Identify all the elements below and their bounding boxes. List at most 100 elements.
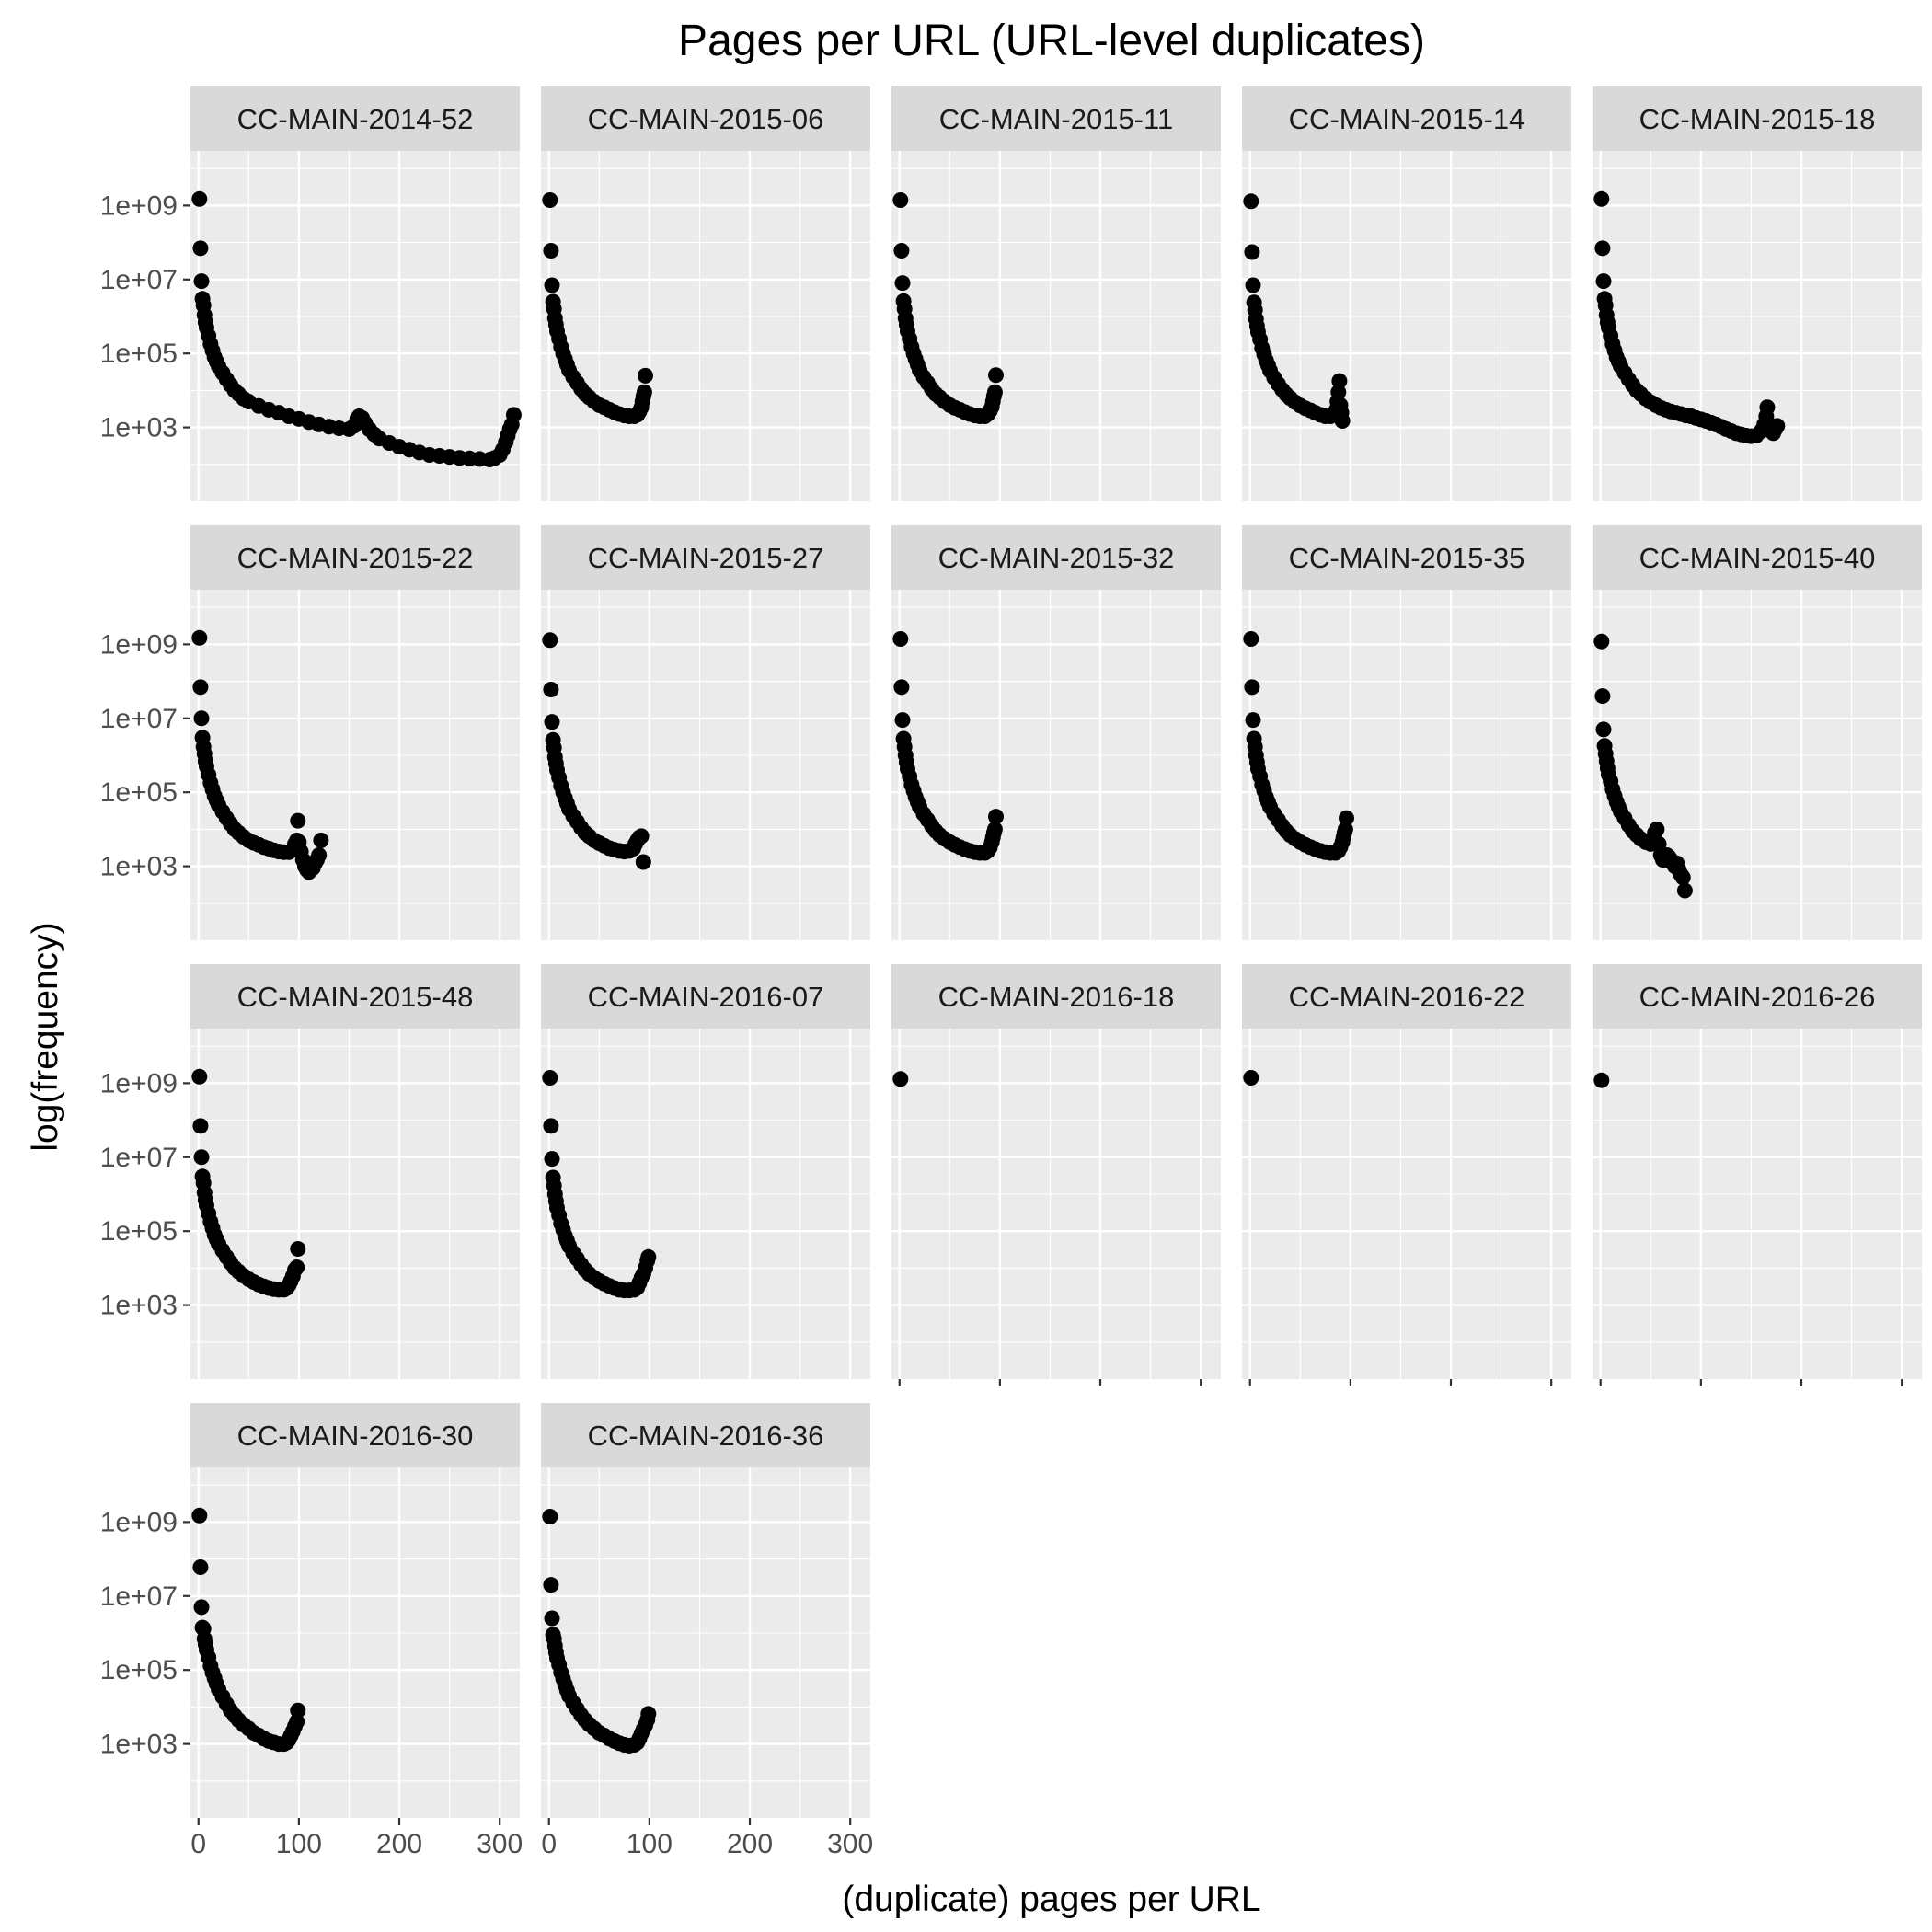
facet-strip [541, 964, 870, 1029]
panel-background [891, 1029, 1221, 1379]
data-point [1649, 821, 1665, 837]
panel-background [190, 590, 520, 940]
data-point [192, 240, 209, 257]
data-point [542, 1070, 558, 1087]
chart-title: Pages per URL (URL-level duplicates) [678, 17, 1425, 65]
y-tick-label: 1e+07 [100, 265, 178, 295]
facet-panels: CC-MAIN-2014-521e+031e+051e+071e+09CC-MA… [100, 86, 1922, 1859]
y-tick-label: 1e+09 [100, 190, 178, 221]
facet-strip [190, 525, 520, 590]
facet-strip [891, 964, 1221, 1029]
facet-panel: CC-MAIN-2016-26 [1593, 964, 1922, 1386]
facet-strip [1593, 86, 1922, 151]
x-tick-label: 100 [276, 1829, 322, 1859]
facet-strip [1593, 964, 1922, 1029]
facet-strip [541, 525, 870, 590]
data-point [544, 1151, 560, 1167]
data-point [191, 1507, 208, 1524]
data-point [633, 828, 650, 845]
facet-panel: CC-MAIN-2015-06 [541, 86, 870, 501]
data-point [1243, 631, 1259, 648]
facet-strip-label: CC-MAIN-2015-06 [588, 103, 824, 135]
data-point [892, 192, 909, 209]
data-point [986, 384, 1003, 400]
data-point [1593, 1072, 1610, 1088]
data-point [542, 1509, 558, 1525]
data-point [894, 712, 911, 729]
data-point [1595, 273, 1612, 290]
facet-panel: CC-MAIN-2016-30 1e+03 1e+05 1e+07 1e+09 0 100 2… [100, 1403, 523, 1859]
facet-strip [1242, 86, 1571, 151]
data-point [1769, 418, 1786, 434]
data-point [543, 1577, 559, 1593]
data-point [1244, 244, 1260, 260]
facet-strip [541, 1403, 870, 1467]
data-point [1245, 277, 1261, 293]
data-point [542, 192, 558, 209]
panel-background [1242, 590, 1571, 940]
data-point [893, 243, 910, 259]
facet-strip-label: CC-MAIN-2016-22 [1289, 981, 1525, 1013]
data-point [1593, 633, 1610, 650]
data-point [191, 629, 208, 646]
x-tick-label: 300 [477, 1829, 523, 1859]
data-point [544, 1610, 560, 1627]
facet-panel: CC-MAIN-2015-14 [1242, 86, 1571, 501]
data-point [543, 682, 559, 698]
data-point [193, 1599, 210, 1616]
facet-panel: CC-MAIN-2015-22 1e+03 1e+05 1e+07 1e+09 [100, 525, 520, 940]
facet-strip-label: CC-MAIN-2016-26 [1639, 981, 1876, 1013]
x-tick-label: 0 [541, 1829, 557, 1859]
facet-strip-label: CC-MAIN-2016-18 [938, 981, 1175, 1013]
data-point [311, 846, 328, 863]
y-tick-label: 1e+03 [100, 1730, 178, 1760]
y-axis-title: log(frequency) [26, 922, 65, 1151]
y-tick-label: 1e+09 [100, 629, 178, 660]
data-point [1759, 399, 1776, 416]
facet-strip-label: CC-MAIN-2015-18 [1639, 103, 1876, 135]
data-point [893, 679, 910, 696]
data-point [543, 1118, 559, 1134]
facet-strip-label: CC-MAIN-2015-27 [588, 542, 824, 574]
facet-panel: CC-MAIN-2015-40 [1593, 525, 1922, 940]
data-point [988, 367, 1005, 384]
data-point [192, 1559, 209, 1576]
data-point [892, 1071, 909, 1087]
facet-panel: CC-MAIN-2016-18 [891, 964, 1221, 1386]
panel-background [190, 1029, 520, 1379]
data-point [638, 367, 654, 384]
data-point [544, 277, 560, 293]
data-point [290, 1702, 306, 1719]
facet-strip [1242, 525, 1571, 590]
facet-strip [541, 86, 870, 151]
facet-panel: CC-MAIN-2015-48 1e+03 1e+05 1e+07 1e+09 [100, 964, 520, 1379]
facet-strip-label: CC-MAIN-2015-40 [1639, 542, 1876, 574]
facet-strip [1593, 525, 1922, 590]
facet-strip-label: CC-MAIN-2015-35 [1289, 542, 1525, 574]
data-point [191, 190, 208, 207]
facet-strip-label: CC-MAIN-2015-48 [237, 981, 474, 1013]
panel-background [541, 1467, 870, 1818]
data-point [640, 1706, 657, 1722]
data-point [1334, 413, 1351, 430]
y-tick-label: 1e+03 [100, 1291, 178, 1321]
data-point [640, 1248, 657, 1265]
data-point [191, 1068, 208, 1085]
data-point [1594, 688, 1611, 705]
panel-background [541, 151, 870, 501]
data-point [1244, 679, 1260, 696]
facet-strip-label: CC-MAIN-2015-11 [939, 103, 1173, 135]
panel-background [1593, 151, 1922, 501]
panel-background [891, 590, 1221, 940]
y-tick-label: 1e+05 [100, 339, 178, 369]
x-tick-label: 100 [627, 1829, 673, 1859]
data-point [290, 1241, 306, 1258]
data-point [1331, 373, 1348, 389]
facet-strip [190, 964, 520, 1029]
panel-background [541, 1029, 870, 1379]
data-point [192, 1118, 209, 1134]
data-point [289, 1259, 305, 1276]
panel-background [541, 590, 870, 940]
facet-strip [190, 86, 520, 151]
data-point [1245, 712, 1261, 729]
